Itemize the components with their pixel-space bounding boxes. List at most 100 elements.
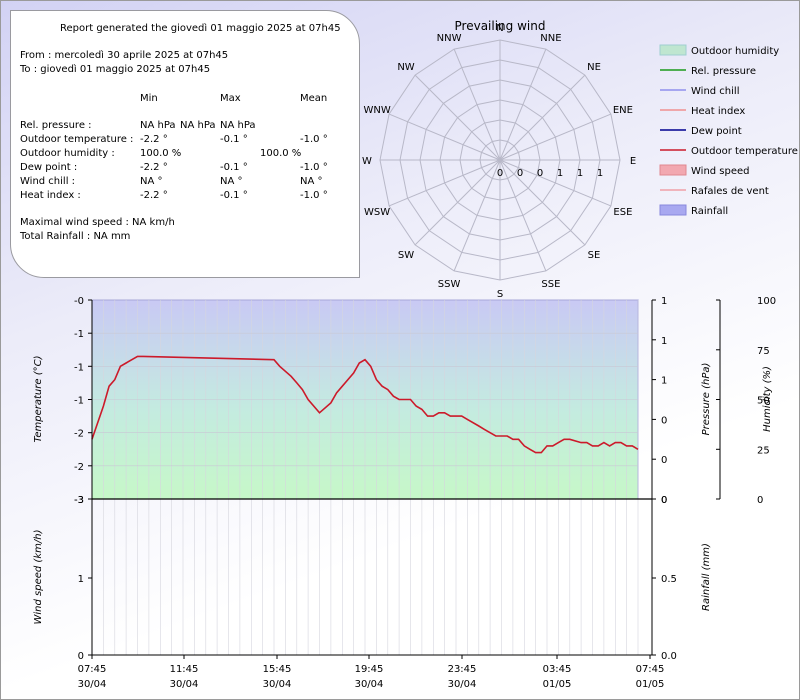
row-max-windchill: NA ° [220, 176, 243, 187]
row-max-temperature: -0.1 ° [220, 134, 248, 145]
y2-tick-label: 0 [661, 415, 667, 426]
row-label-windchill: Wind chill : [20, 176, 76, 187]
y3-tick-label: 100 [757, 296, 776, 307]
x-tick-date: 30/04 [355, 679, 384, 690]
report-from: From : mercoledì 30 aprile 2025 at 07h45 [20, 50, 229, 61]
y2-tick-label: 1 [661, 296, 667, 307]
legend-label: Wind speed [691, 166, 750, 177]
row-mean-heatindex: -1.0 ° [300, 190, 328, 201]
legend-label: Rafales de vent [691, 186, 769, 197]
y2-tick-label: 0 [661, 495, 667, 506]
radar-ring-label: 1 [557, 168, 563, 179]
row-mean-humidity: 100.0 % [260, 148, 302, 159]
legend-label: Rel. pressure [691, 66, 756, 77]
radar-ring-label: 0 [497, 168, 503, 179]
legend-label: Outdoor temperature [691, 146, 798, 157]
legend-swatch [659, 164, 687, 176]
radar-spoke [499, 159, 612, 207]
series-outdoor-temperature [91, 355, 639, 454]
col-min-header: Min [140, 93, 158, 104]
y-tick-label: -1 [74, 396, 84, 407]
radar-direction-label: ESE [613, 207, 632, 218]
y2-tick-label: 0 [661, 455, 667, 466]
row-min-windchill: NA ° [140, 176, 163, 187]
row-min-dewpoint: -2.2 ° [140, 162, 168, 173]
radar-spoke [499, 48, 547, 161]
legend-label: Wind chill [691, 86, 739, 97]
legend-swatch [659, 204, 687, 216]
legend-label: Rainfall [691, 206, 728, 217]
radar-direction-label: S [497, 289, 503, 300]
col-max-header: Max [220, 93, 241, 104]
report-panel: Report generated the giovedì 01 maggio 2… [10, 10, 360, 278]
row-mean-pressure: NA hPa [220, 120, 256, 131]
row-label-dewpoint: Dew point : [20, 162, 78, 173]
radar-direction-label: NW [397, 62, 414, 73]
y2-tick-label: 0 [661, 495, 667, 506]
radar-direction-label: WSW [364, 207, 390, 218]
radar-spoke [388, 113, 501, 161]
radar-direction-label: NNW [437, 33, 462, 44]
y-tick-label: -3 [74, 495, 84, 506]
radar-spoke [453, 48, 501, 161]
row-label-pressure: Rel. pressure : [20, 120, 92, 131]
row-mean-dewpoint: -1.0 ° [300, 162, 328, 173]
legend-label: Heat index [691, 106, 745, 117]
y-tick-label: -0 [74, 296, 84, 307]
x-tick-time: 07:45 [78, 664, 107, 675]
y2-tick-label: 1 [661, 376, 667, 387]
radar-ring-label: 0 [537, 168, 543, 179]
row-mean-temperature: -1.0 ° [300, 134, 328, 145]
radar-direction-label: SE [588, 250, 601, 261]
max-wind-speed: Maximal wind speed : NA km/h [20, 217, 175, 228]
y-axis-title: Temperature (°C) [33, 356, 44, 443]
row-max-pressure: NA hPa [180, 120, 216, 131]
y3-tick-label: 25 [757, 445, 770, 456]
radar-spoke [499, 159, 586, 246]
rain-axis-title: Rainfall (mm) [701, 543, 712, 611]
radar-direction-label: SSE [541, 279, 560, 290]
y2-tick-label: 1 [661, 336, 667, 347]
x-tick-time: 07:45 [636, 664, 665, 675]
x-tick-date: 30/04 [448, 679, 477, 690]
radar-spoke [499, 74, 586, 161]
radar-ring-label: 0 [517, 168, 523, 179]
report-title: Report generated the giovedì 01 maggio 2… [60, 23, 341, 34]
rain-y-tick-label: 0.0 [661, 651, 677, 662]
radar-ring-label: 1 [597, 168, 603, 179]
y-tick-label: -1 [74, 329, 84, 340]
y3-axis-title: Humidity (%) [762, 366, 773, 432]
report-to: To : giovedì 01 maggio 2025 at 07h45 [20, 64, 211, 75]
x-tick-time: 23:45 [448, 664, 477, 675]
total-rainfall: Total Rainfall : NA mm [20, 231, 131, 242]
x-tick-time: 15:45 [263, 664, 292, 675]
row-label-heatindex: Heat index : [20, 190, 81, 201]
col-mean-header: Mean [300, 93, 328, 104]
x-tick-date: 30/04 [78, 679, 107, 690]
radar-direction-label: E [630, 156, 636, 167]
radar-spoke [453, 159, 501, 272]
radar-spoke [388, 159, 501, 207]
legend-label: Dew point [691, 126, 742, 137]
radar-spoke [414, 74, 501, 161]
x-tick-time: 11:45 [170, 664, 199, 675]
x-tick-date: 01/05 [543, 679, 572, 690]
y-tick-label: -2 [74, 429, 84, 440]
row-max-dewpoint: -0.1 ° [220, 162, 248, 173]
radar-direction-label: WNW [363, 105, 390, 116]
radar-direction-label: SW [398, 250, 414, 261]
row-label-humidity: Outdoor humidity : [20, 148, 115, 159]
row-min-heatindex: -2.2 ° [140, 190, 168, 201]
x-tick-date: 30/04 [170, 679, 199, 690]
radar-direction-label: ENE [613, 105, 633, 116]
x-tick-date: 30/04 [263, 679, 292, 690]
x-tick-time: 03:45 [543, 664, 572, 675]
radar-direction-label: NE [587, 62, 601, 73]
x-tick-date: 01/05 [636, 679, 665, 690]
wind-y-tick-label: 0 [78, 651, 84, 662]
radar-direction-label: W [362, 156, 372, 167]
radar-direction-label: NNE [540, 33, 561, 44]
wind-y-tick-label: 1 [78, 574, 84, 585]
y-tick-label: -2 [74, 462, 84, 473]
